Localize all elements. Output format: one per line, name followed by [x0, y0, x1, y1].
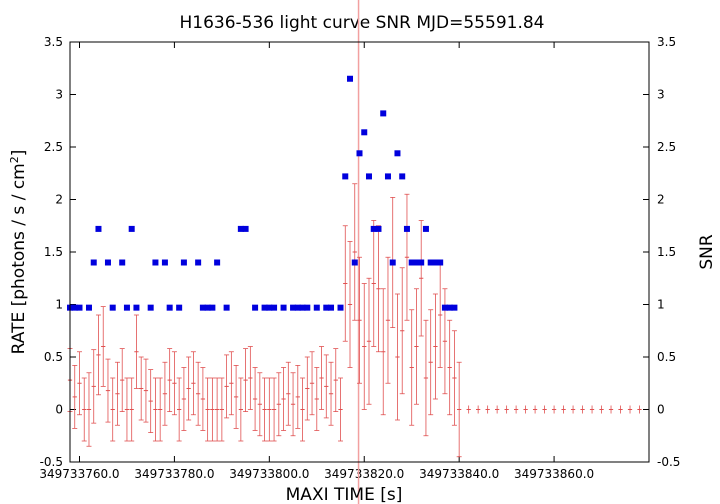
- chart-title: H1636-536 light curve SNR MJD=55591.84: [179, 13, 544, 33]
- snr-point: [394, 150, 401, 157]
- y2-tick-label: 2: [657, 193, 665, 207]
- y-tick-label: 0: [55, 403, 63, 417]
- snr-point: [413, 259, 420, 266]
- snr-point: [176, 304, 183, 311]
- snr-point: [237, 225, 244, 232]
- snr-point: [85, 304, 92, 311]
- y-tick-label: 1.5: [44, 245, 63, 259]
- y-tick-label: 1: [55, 298, 63, 312]
- rate-series: [67, 0, 642, 504]
- snr-point: [195, 259, 202, 266]
- snr-point: [403, 225, 410, 232]
- snr-point: [166, 304, 173, 311]
- snr-point: [214, 259, 221, 266]
- snr-point: [370, 225, 377, 232]
- y-tick-label: 0.5: [44, 350, 63, 364]
- x-axis-label: MAXI TIME [s]: [286, 485, 403, 504]
- y-tick-label: 3.5: [44, 35, 63, 49]
- y-tick-label: -0.5: [40, 455, 63, 469]
- snr-point: [418, 259, 425, 266]
- snr-point: [252, 304, 259, 311]
- snr-point: [399, 173, 406, 180]
- snr-point: [356, 150, 363, 157]
- x-tick-label: 349733840.0: [419, 467, 499, 481]
- y-tick-label: 2.5: [44, 140, 63, 154]
- snr-point: [204, 304, 211, 311]
- y2-tick-label: 1: [657, 298, 665, 312]
- snr-series: [67, 75, 458, 311]
- snr-point: [347, 75, 354, 82]
- snr-point: [389, 259, 396, 266]
- x-tick-label: 349733860.0: [514, 467, 594, 481]
- y2-tick-label: 2.5: [657, 140, 676, 154]
- snr-point: [375, 225, 382, 232]
- snr-point: [280, 304, 287, 311]
- snr-point: [109, 304, 116, 311]
- snr-point: [223, 304, 230, 311]
- snr-point: [180, 259, 187, 266]
- snr-point: [299, 304, 306, 311]
- snr-point: [328, 304, 335, 311]
- snr-point: [133, 304, 140, 311]
- snr-point: [384, 173, 391, 180]
- snr-point: [104, 259, 111, 266]
- snr-point: [380, 110, 387, 117]
- y2-tick-label: 3: [657, 88, 665, 102]
- x-tick-label: 349733800.0: [229, 467, 309, 481]
- snr-point: [294, 304, 301, 311]
- snr-point: [266, 304, 273, 311]
- snr-point: [365, 173, 372, 180]
- snr-point: [209, 304, 216, 311]
- snr-point: [304, 304, 311, 311]
- y2-tick-label: 0: [657, 403, 665, 417]
- y2-tick-label: 0.5: [657, 350, 676, 364]
- y2-axis-label: SNR: [697, 234, 717, 270]
- snr-point: [290, 304, 297, 311]
- snr-point: [432, 259, 439, 266]
- plot-frame: [69, 41, 650, 463]
- snr-point: [437, 259, 444, 266]
- snr-point: [123, 304, 130, 311]
- y-tick-label: 3: [55, 88, 63, 102]
- y2-tick-label: 3.5: [657, 35, 676, 49]
- snr-point: [147, 304, 154, 311]
- snr-point: [422, 225, 429, 232]
- snr-point: [441, 304, 448, 311]
- y2-tick-label: -0.5: [657, 455, 680, 469]
- snr-point: [271, 304, 278, 311]
- x-tick-label: 349733760.0: [39, 467, 119, 481]
- y2-tick-label: 1.5: [657, 245, 676, 259]
- snr-point: [313, 304, 320, 311]
- snr-point: [323, 304, 330, 311]
- snr-point: [76, 304, 83, 311]
- y-axis-label-text: RATE [photons / s / cm: [9, 163, 29, 354]
- snr-point: [446, 304, 453, 311]
- snr-point: [161, 259, 168, 266]
- snr-point: [128, 225, 135, 232]
- x-tick-label: 349733820.0: [324, 467, 404, 481]
- snr-point: [199, 304, 206, 311]
- y-axis-label-sup: 2: [8, 156, 21, 163]
- snr-point: [261, 304, 268, 311]
- y-axis-label: RATE [photons / s / cm2]: [8, 150, 30, 355]
- snr-point: [451, 304, 458, 311]
- snr-point: [90, 259, 97, 266]
- snr-point: [408, 259, 415, 266]
- snr-point: [152, 259, 159, 266]
- x-tick-label: 349733780.0: [134, 467, 214, 481]
- snr-point: [342, 173, 349, 180]
- snr-point: [71, 304, 78, 311]
- snr-point: [95, 225, 102, 232]
- snr-point: [242, 225, 249, 232]
- snr-point: [361, 129, 368, 136]
- snr-point: [351, 259, 358, 266]
- y-axis-label-close: ]: [9, 150, 29, 157]
- axes-layer: -0.5 -0.5 0 0 0.5 0.5 1 1 1.5 1.5 2 2 2.5 2.5 3 3 3.5 3.5…: [39, 35, 680, 481]
- y-tick-label: 2: [55, 193, 63, 207]
- snr-point: [119, 259, 126, 266]
- snr-point: [337, 304, 344, 311]
- snr-point: [427, 259, 434, 266]
